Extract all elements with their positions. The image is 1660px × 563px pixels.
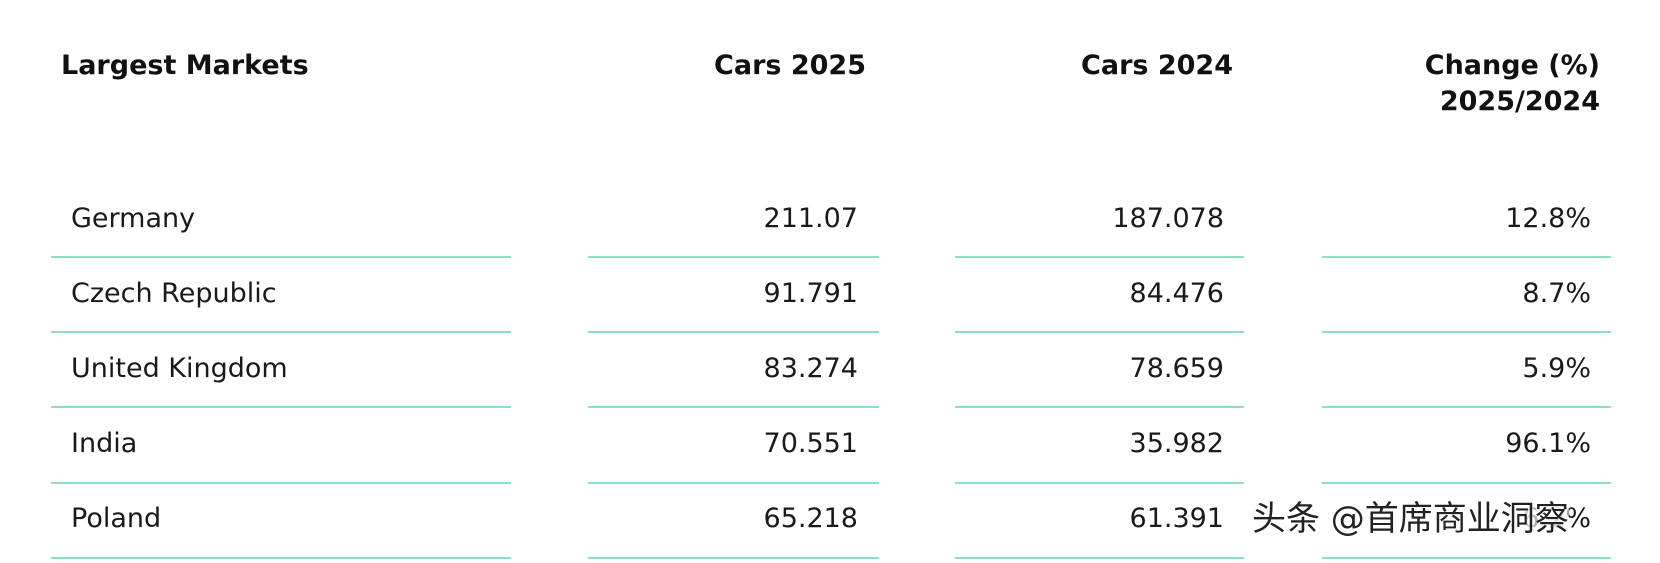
header-cell: Cars 2025 <box>714 50 866 81</box>
row-divider <box>588 406 879 408</box>
watermark: 头条 @首席商业洞察 <box>1252 497 1569 541</box>
table-cell: 65.218 <box>763 503 858 534</box>
row-divider <box>51 406 511 408</box>
row-divider <box>1322 331 1611 333</box>
row-divider <box>588 482 879 484</box>
table-cell: 83.274 <box>763 353 858 384</box>
row-divider <box>955 331 1244 333</box>
row-divider <box>51 331 511 333</box>
table-cell: 96.1% <box>1505 428 1591 459</box>
row-divider <box>1322 557 1611 559</box>
table-cell: 5.9% <box>1522 353 1591 384</box>
row-divider <box>1322 482 1611 484</box>
row-divider <box>51 482 511 484</box>
table-cell: Germany <box>71 203 196 234</box>
row-divider <box>955 482 1244 484</box>
table-cell: 35.982 <box>1129 428 1224 459</box>
row-divider <box>955 557 1244 559</box>
row-divider <box>1322 256 1611 258</box>
row-divider <box>588 256 879 258</box>
header-cell: Cars 2024 <box>1081 50 1233 81</box>
table-cell: India <box>71 428 138 459</box>
row-divider <box>955 256 1244 258</box>
table-cell: Czech Republic <box>71 278 277 309</box>
table-cell: 187.078 <box>1112 203 1224 234</box>
header-cell: Change (%) 2025/2024 <box>1424 50 1600 117</box>
table-cell: 91.791 <box>763 278 858 309</box>
row-divider <box>955 406 1244 408</box>
table-cell: 8.7% <box>1522 278 1591 309</box>
table-cell: 61.391 <box>1129 503 1224 534</box>
row-divider <box>588 557 879 559</box>
table-cell: 211.07 <box>763 203 858 234</box>
table-cell: 70.551 <box>763 428 858 459</box>
row-divider <box>1322 406 1611 408</box>
header-cell: Largest Markets <box>61 50 309 81</box>
table-cell: 84.476 <box>1129 278 1224 309</box>
table-cell: 12.8% <box>1505 203 1591 234</box>
table-cell: Poland <box>71 503 162 534</box>
table-cell: United Kingdom <box>71 353 288 384</box>
row-divider <box>51 256 511 258</box>
table-cell: 78.659 <box>1129 353 1224 384</box>
row-divider <box>51 557 511 559</box>
row-divider <box>588 331 879 333</box>
